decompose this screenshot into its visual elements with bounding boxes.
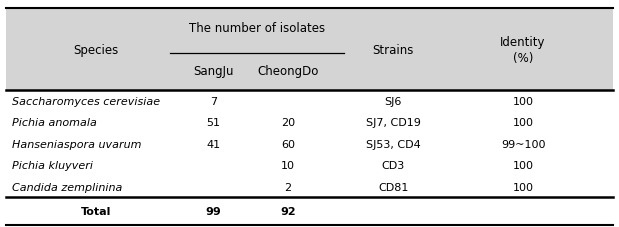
Text: SJ6: SJ6: [384, 96, 402, 106]
Text: 41: 41: [207, 139, 220, 149]
Text: 100: 100: [513, 118, 534, 128]
Text: 10: 10: [281, 160, 295, 170]
Text: Hanseniaspora uvarum: Hanseniaspora uvarum: [12, 139, 142, 149]
Text: Species: Species: [73, 43, 119, 57]
Text: 2: 2: [284, 182, 292, 192]
Text: 92: 92: [280, 206, 296, 216]
Text: 60: 60: [281, 139, 295, 149]
Text: 20: 20: [281, 118, 295, 128]
Text: CD3: CD3: [381, 160, 405, 170]
Text: 100: 100: [513, 160, 534, 170]
Text: Strains: Strains: [373, 43, 413, 57]
Bar: [6, 91, 613, 225]
Text: 100: 100: [513, 182, 534, 192]
Text: Saccharomyces cerevisiae: Saccharomyces cerevisiae: [12, 96, 160, 106]
Text: Candida zemplinina: Candida zemplinina: [12, 182, 123, 192]
Text: SJ53, CD4: SJ53, CD4: [366, 139, 420, 149]
Text: 51: 51: [207, 118, 220, 128]
Text: SangJu: SangJu: [193, 65, 234, 78]
Bar: [6, 9, 613, 91]
Text: 7: 7: [210, 96, 217, 106]
Text: 99: 99: [206, 206, 222, 216]
Text: CheongDo: CheongDo: [257, 65, 319, 78]
Text: Pichia kluyveri: Pichia kluyveri: [12, 160, 93, 170]
Text: The number of isolates: The number of isolates: [189, 22, 325, 35]
Text: 100: 100: [513, 96, 534, 106]
Text: Identity
(%): Identity (%): [500, 35, 546, 64]
Text: SJ7, CD19: SJ7, CD19: [366, 118, 420, 128]
Text: 99~100: 99~100: [501, 139, 545, 149]
Text: CD81: CD81: [378, 182, 409, 192]
Text: Total: Total: [80, 206, 111, 216]
Text: Pichia anomala: Pichia anomala: [12, 118, 97, 128]
